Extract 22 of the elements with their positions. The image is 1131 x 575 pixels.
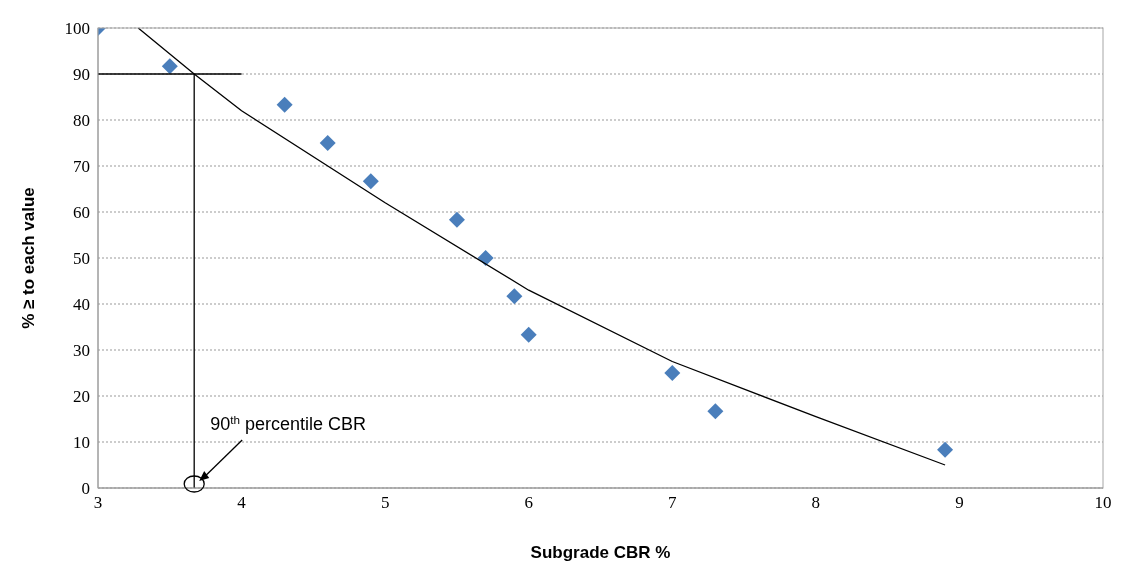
y-tick-label: 20: [73, 387, 90, 407]
y-tick-label: 70: [73, 157, 90, 177]
y-axis-title: % ≥ to each value: [19, 187, 39, 329]
x-tick-label: 9: [955, 493, 964, 513]
x-tick-label: 6: [524, 493, 533, 513]
x-tick-label: 5: [380, 493, 390, 513]
y-tick-label: 0: [81, 479, 90, 499]
y-tick-label: 40: [73, 295, 90, 315]
x-axis-title: Subgrade CBR %: [530, 543, 671, 562]
y-tick-label: 100: [64, 19, 90, 39]
x-tick-label: 3: [93, 493, 103, 513]
y-tick-label: 90: [73, 65, 90, 85]
annotation: 90$^{th}$ percentile CBR: [210, 412, 367, 434]
x-tick-label: 10: [1094, 493, 1112, 513]
x-tick-label: 4: [237, 493, 247, 513]
y-tick-label: 30: [73, 341, 90, 361]
x-tick-label: 8: [811, 493, 821, 513]
x-tick-label: 7: [668, 493, 678, 513]
y-tick-label: 50: [73, 249, 90, 269]
y-tick-label: 10: [73, 433, 90, 453]
y-tick-label: 60: [73, 203, 90, 223]
y-tick-label: 80: [73, 111, 90, 131]
